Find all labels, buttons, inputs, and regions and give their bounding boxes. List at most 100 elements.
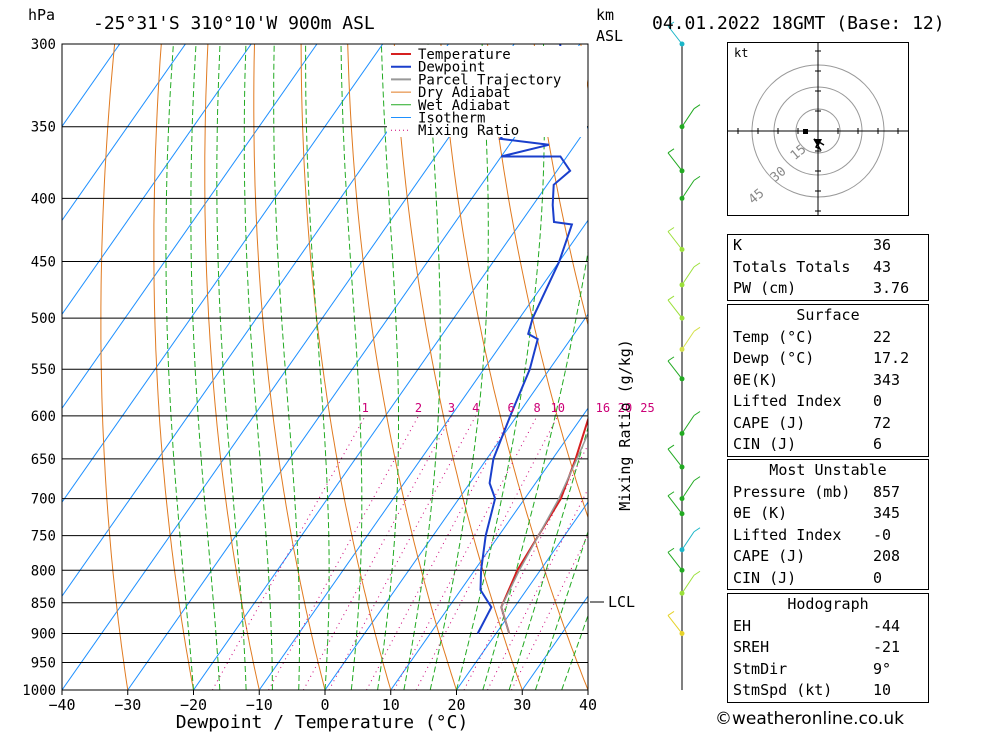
mixing-ratio-label: 10 <box>551 401 565 415</box>
wind-barb-flag <box>693 326 701 332</box>
wind-barb-flag <box>667 295 675 301</box>
legend-entry: Dewpoint <box>418 60 485 76</box>
mixing-ratio-line <box>302 415 452 690</box>
wet-adiabat-line <box>429 44 489 690</box>
hodo-row-sreh: SREH -21 <box>733 638 901 656</box>
x-tick-label: −40 <box>48 696 75 714</box>
hodo-row-eh: EH -44 <box>733 616 901 635</box>
isotherm-line <box>62 44 252 316</box>
index-row-k: K 36 <box>733 236 892 254</box>
mixing-ratio-line <box>328 415 477 690</box>
axis-labels: 1 2 3 4 6 8 10 16 20 2530035040045050055060065070… <box>22 37 654 714</box>
hodo-ring-label-15: 15 <box>788 142 810 164</box>
dry-adiabat-line <box>204 44 260 690</box>
wind-barb <box>667 299 683 319</box>
dry-adiabat-line <box>533 44 588 327</box>
x-tick-label: 0 <box>320 696 329 714</box>
indices-table: K 36 Totals Totals 43 PW (cm) 3.76 <box>727 234 929 301</box>
location-title: -25°31'S 310°10'W 900m ASL <box>93 13 375 34</box>
wind-barb <box>681 331 695 350</box>
surface-row-cape: CAPE (J) 72 <box>733 413 892 432</box>
hodograph-title: Hodograph <box>787 595 869 613</box>
pressure-tick-label: 350 <box>31 120 56 136</box>
isotherm-line <box>456 501 588 690</box>
hodo-unit: kt <box>734 46 748 60</box>
pressure-tick-label: 900 <box>31 626 56 642</box>
isotherm-line <box>193 125 588 690</box>
mu-row-pressure: Pressure (mb) 857 <box>733 482 901 501</box>
wet-adiabat-line <box>243 44 273 690</box>
height-unit-asl: ASL <box>596 27 623 45</box>
pressure-tick-label: 600 <box>31 409 56 425</box>
wind-barb <box>681 480 695 499</box>
plot-frame <box>61 43 589 691</box>
wind-barb-flag <box>667 491 675 497</box>
x-tick-label: 40 <box>579 696 597 714</box>
isotherm-line <box>62 44 318 410</box>
pressure-tick-label: 850 <box>31 596 56 612</box>
wind-barb-flag <box>693 411 701 416</box>
isotherm-line <box>62 44 449 597</box>
pressure-tick-label: 300 <box>31 37 56 53</box>
wind-barb <box>681 574 695 594</box>
isotherm-line <box>324 313 588 690</box>
surface-row-dewp: Dewp (°C) 17.2 <box>733 349 910 367</box>
pressure-tick-label: 1000 <box>22 683 56 699</box>
mu-row-cin: CIN (J) 0 <box>733 568 883 587</box>
surface-row-cin: CIN (J) 6 <box>733 435 883 453</box>
legend-box <box>387 46 587 137</box>
pressure-tick-label: 550 <box>31 362 56 378</box>
wind-profile <box>667 21 701 690</box>
surface-row-thetae: θE(K) 343 <box>733 370 901 389</box>
pressure-unit: hPa <box>28 6 55 24</box>
wind-barb <box>681 531 695 551</box>
hodo-row-stmdir: StmDir 9° <box>733 659 892 678</box>
mu-row-thetae: θE (K) 345 <box>733 504 901 522</box>
pressure-tick-label: 500 <box>31 311 56 327</box>
surface-row-li: Lifted Index 0 <box>733 392 883 410</box>
legend-entry: Parcel Trajectory <box>418 72 561 88</box>
hodograph-panel: kt 15 30 45 <box>727 42 909 216</box>
mixing-ratio-axis-label: Mixing Ratio (g/kg) <box>616 339 634 511</box>
most-unstable-table: Most Unstable Pressure (mb) 857 θE (K) 345… <box>727 459 929 590</box>
legend-entry: Isotherm <box>418 111 485 127</box>
wind-barb-flag <box>693 262 701 268</box>
hodograph-plot: kt 15 30 45 <box>728 43 908 215</box>
surface-table: Surface Temp (°C) 22 Dewp (°C) 17.2 θE(K) 3… <box>727 304 929 457</box>
wind-barb-flag <box>667 444 675 450</box>
mixing-ratio-label: 20 <box>618 401 632 415</box>
wet-adiabat-line <box>482 248 588 690</box>
mixing-ratio-label: 8 <box>533 401 540 415</box>
legend-entry: Wet Adiabat <box>418 98 511 114</box>
hodo-storm-marker <box>814 139 822 147</box>
isotherm-line <box>127 44 581 690</box>
wind-barb <box>681 180 695 199</box>
parcel-trajectory-line <box>500 431 588 634</box>
pressure-tick-label: 950 <box>31 655 56 671</box>
hodo-ring-label-30: 30 <box>768 164 790 186</box>
wind-barb <box>667 360 683 380</box>
wind-barb-flag <box>667 356 675 362</box>
wet-adiabat-line <box>508 425 588 690</box>
wet-adiabat-line <box>273 44 300 690</box>
isotherm-line <box>258 219 588 690</box>
mixing-ratio-label: 1 <box>362 401 369 415</box>
wind-barb <box>667 551 683 571</box>
isotherm-line <box>390 407 588 690</box>
wet-adiabat-line <box>216 44 247 690</box>
x-tick-label: 30 <box>513 696 531 714</box>
wind-barb-flag <box>667 547 675 553</box>
wind-barb <box>681 266 695 286</box>
dry-adiabat-line <box>954 44 1000 690</box>
mu-row-li: Lifted Index -0 <box>733 525 892 544</box>
index-row-totals: Totals Totals 43 <box>733 257 892 276</box>
pressure-tick-label: 750 <box>31 529 56 545</box>
x-axis-label: Dewpoint / Temperature (°C) <box>176 712 469 733</box>
wind-barb-flag <box>693 476 701 482</box>
wind-barb-flag <box>693 175 701 181</box>
isobars <box>62 43 588 691</box>
wind-barb-flag <box>667 611 675 616</box>
height-unit-km: km <box>596 6 614 24</box>
isotherm-line <box>62 44 515 690</box>
